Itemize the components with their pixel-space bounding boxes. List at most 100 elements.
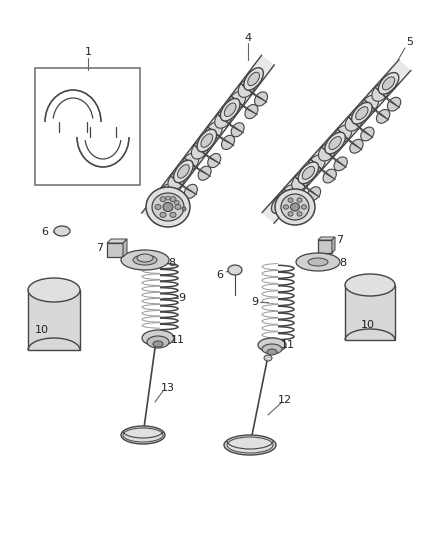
Ellipse shape: [334, 157, 347, 171]
Ellipse shape: [297, 199, 310, 213]
Ellipse shape: [301, 205, 307, 209]
Ellipse shape: [352, 102, 372, 124]
Ellipse shape: [244, 68, 263, 90]
Ellipse shape: [170, 212, 176, 217]
Ellipse shape: [205, 122, 222, 141]
Ellipse shape: [163, 203, 173, 212]
Text: 8: 8: [339, 258, 346, 268]
Ellipse shape: [201, 134, 213, 147]
Ellipse shape: [307, 155, 325, 173]
Ellipse shape: [323, 169, 336, 183]
Text: 10: 10: [35, 325, 49, 335]
Ellipse shape: [224, 435, 276, 455]
Ellipse shape: [238, 79, 255, 98]
Ellipse shape: [288, 198, 293, 202]
Ellipse shape: [174, 200, 179, 205]
Bar: [35, 68, 140, 185]
Ellipse shape: [159, 184, 175, 203]
Text: 8: 8: [169, 258, 176, 268]
Text: 12: 12: [278, 395, 292, 405]
Ellipse shape: [281, 185, 298, 203]
Ellipse shape: [133, 255, 157, 265]
Ellipse shape: [329, 136, 341, 150]
Text: 1: 1: [85, 47, 92, 57]
Ellipse shape: [168, 171, 185, 190]
Polygon shape: [123, 239, 127, 257]
Ellipse shape: [248, 72, 259, 86]
Ellipse shape: [318, 143, 336, 161]
Ellipse shape: [388, 97, 401, 111]
Polygon shape: [184, 157, 211, 176]
Ellipse shape: [182, 153, 199, 172]
Ellipse shape: [229, 91, 246, 110]
Text: 7: 7: [96, 243, 103, 253]
Text: 6: 6: [216, 270, 223, 280]
Ellipse shape: [258, 338, 286, 352]
Text: 13: 13: [161, 383, 175, 393]
Ellipse shape: [231, 123, 244, 137]
Text: 11: 11: [171, 335, 185, 345]
Ellipse shape: [302, 166, 314, 180]
Ellipse shape: [147, 336, 169, 348]
Ellipse shape: [174, 160, 193, 183]
Ellipse shape: [378, 72, 399, 94]
Polygon shape: [332, 237, 335, 253]
Polygon shape: [161, 188, 187, 207]
Ellipse shape: [382, 77, 395, 90]
Ellipse shape: [208, 154, 221, 167]
Ellipse shape: [191, 140, 208, 159]
Polygon shape: [337, 129, 362, 150]
Polygon shape: [311, 159, 336, 180]
Polygon shape: [318, 237, 335, 240]
Ellipse shape: [281, 194, 309, 220]
Text: 6: 6: [42, 227, 49, 237]
Ellipse shape: [276, 196, 288, 209]
Ellipse shape: [28, 278, 80, 302]
Polygon shape: [262, 60, 411, 223]
Polygon shape: [295, 176, 320, 197]
Ellipse shape: [345, 274, 395, 296]
Ellipse shape: [290, 203, 300, 211]
Ellipse shape: [175, 197, 188, 211]
Polygon shape: [348, 117, 373, 138]
Text: 7: 7: [336, 235, 343, 245]
Ellipse shape: [166, 196, 170, 200]
Polygon shape: [107, 239, 127, 243]
Polygon shape: [284, 189, 309, 209]
Ellipse shape: [150, 191, 170, 213]
Ellipse shape: [121, 426, 165, 444]
Ellipse shape: [227, 437, 273, 453]
Text: 9: 9: [251, 297, 258, 307]
Ellipse shape: [272, 192, 292, 214]
Ellipse shape: [160, 212, 166, 217]
Ellipse shape: [224, 103, 236, 117]
Ellipse shape: [142, 330, 174, 346]
Text: 4: 4: [244, 33, 251, 43]
Ellipse shape: [345, 113, 363, 131]
Text: 9: 9: [178, 293, 186, 303]
Ellipse shape: [334, 125, 352, 143]
Ellipse shape: [308, 258, 328, 266]
Text: 10: 10: [361, 320, 375, 330]
Ellipse shape: [377, 109, 390, 123]
Text: 5: 5: [406, 37, 413, 47]
Polygon shape: [141, 55, 274, 223]
Ellipse shape: [54, 226, 70, 236]
Ellipse shape: [297, 212, 302, 216]
Ellipse shape: [198, 166, 211, 180]
Ellipse shape: [155, 205, 161, 209]
Polygon shape: [231, 96, 258, 115]
Ellipse shape: [288, 212, 293, 216]
Ellipse shape: [275, 189, 315, 225]
Polygon shape: [217, 114, 244, 133]
Ellipse shape: [154, 196, 166, 209]
Bar: [318, 240, 332, 253]
Ellipse shape: [296, 253, 340, 271]
Ellipse shape: [182, 207, 186, 211]
Ellipse shape: [170, 197, 176, 201]
Ellipse shape: [307, 187, 321, 200]
Ellipse shape: [267, 349, 277, 355]
Polygon shape: [194, 145, 220, 164]
Polygon shape: [345, 285, 395, 340]
Ellipse shape: [222, 135, 234, 149]
